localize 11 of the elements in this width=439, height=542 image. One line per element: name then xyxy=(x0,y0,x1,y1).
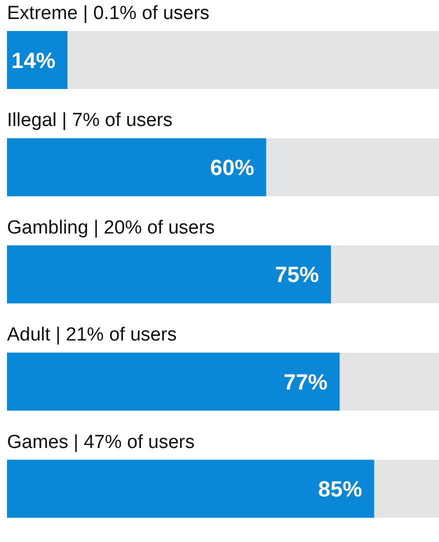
y-tick-label: Games | 47% of users xyxy=(7,432,195,453)
y-tick-label: Extreme | 0.1% of users xyxy=(7,3,210,24)
data-label: 75% xyxy=(274,262,319,288)
y-tick-label: Gambling | 20% of users xyxy=(7,217,215,238)
bar xyxy=(7,31,68,89)
data-label: 85% xyxy=(318,476,362,502)
data-label: 77% xyxy=(284,369,328,394)
data-label: 60% xyxy=(210,155,254,180)
data-label: 14% xyxy=(11,48,56,73)
y-tick-label: Illegal | 7% of users xyxy=(7,110,172,132)
y-tick-label: Adult | 21% of users xyxy=(7,324,177,346)
